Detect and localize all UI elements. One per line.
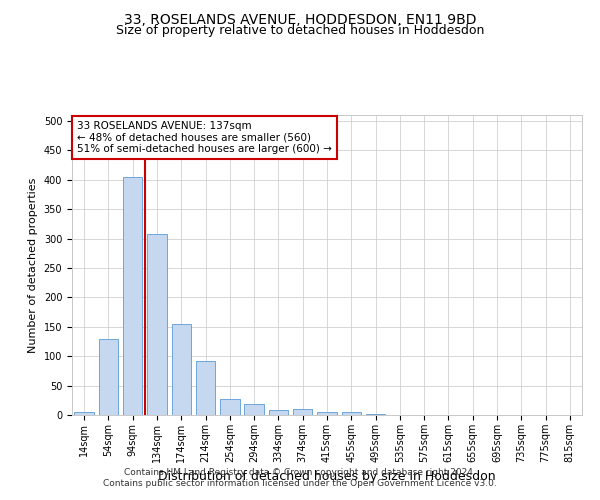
Bar [172, 324, 191, 415]
Bar [366, 414, 385, 415]
Y-axis label: Number of detached properties: Number of detached properties [28, 178, 38, 352]
Bar [99, 338, 118, 415]
Bar [220, 398, 239, 415]
Text: Size of property relative to detached houses in Hoddesdon: Size of property relative to detached ho… [116, 24, 484, 37]
Bar [74, 412, 94, 415]
Text: 33 ROSELANDS AVENUE: 137sqm
← 48% of detached houses are smaller (560)
51% of se: 33 ROSELANDS AVENUE: 137sqm ← 48% of det… [77, 121, 332, 154]
X-axis label: Distribution of detached houses by size in Hoddesdon: Distribution of detached houses by size … [158, 470, 496, 484]
Bar [196, 361, 215, 415]
Bar [269, 410, 288, 415]
Bar [293, 409, 313, 415]
Bar [244, 404, 264, 415]
Text: Contains HM Land Registry data © Crown copyright and database right 2024.
Contai: Contains HM Land Registry data © Crown c… [103, 468, 497, 487]
Bar [123, 177, 142, 415]
Bar [317, 412, 337, 415]
Text: 33, ROSELANDS AVENUE, HODDESDON, EN11 9BD: 33, ROSELANDS AVENUE, HODDESDON, EN11 9B… [124, 12, 476, 26]
Bar [147, 234, 167, 415]
Bar [341, 412, 361, 415]
